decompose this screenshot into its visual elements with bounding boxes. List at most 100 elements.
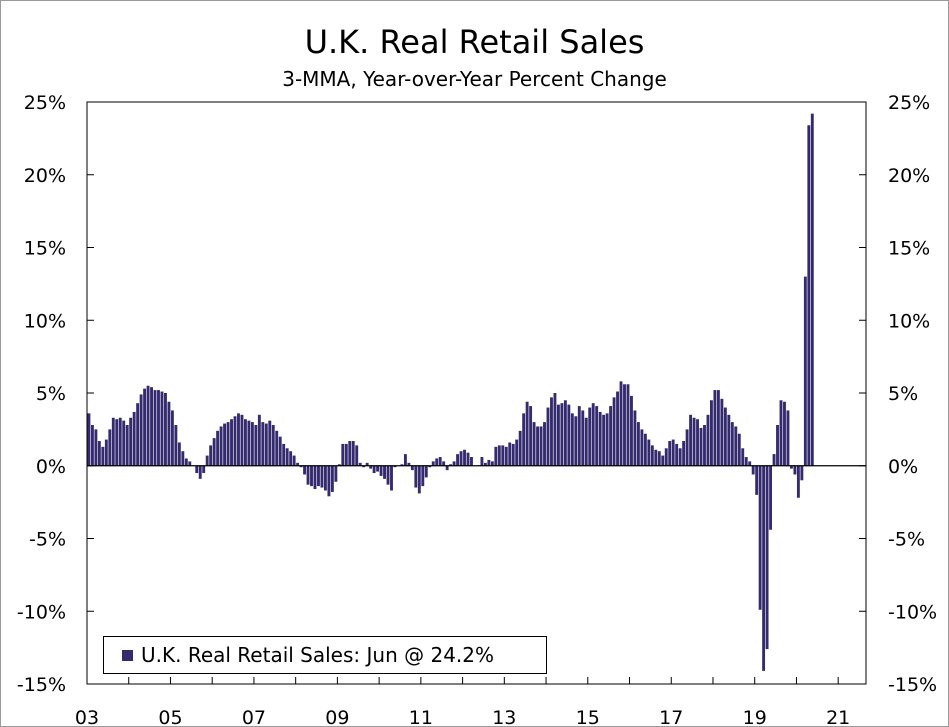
bar xyxy=(612,397,616,466)
bar xyxy=(449,464,453,466)
bar xyxy=(567,404,571,466)
bar xyxy=(758,465,762,610)
bar xyxy=(744,457,748,466)
bar xyxy=(616,391,619,466)
bar xyxy=(487,459,491,466)
bar xyxy=(685,429,689,466)
y-tick-label-right: 25% xyxy=(888,92,930,114)
bar xyxy=(108,429,112,466)
bar xyxy=(706,414,710,466)
bar xyxy=(650,445,654,466)
bar xyxy=(306,465,310,485)
bar xyxy=(383,465,386,479)
bar xyxy=(783,401,786,466)
bar xyxy=(459,451,463,466)
bar xyxy=(421,465,425,487)
bar xyxy=(247,420,251,466)
bar xyxy=(796,465,800,498)
bar xyxy=(184,458,188,466)
bar xyxy=(223,423,227,466)
bar xyxy=(170,410,174,466)
bar xyxy=(355,445,359,466)
bar xyxy=(692,417,696,466)
bar xyxy=(779,400,783,466)
bar xyxy=(125,425,129,466)
bar xyxy=(556,404,560,466)
x-tick-label: 17 xyxy=(659,707,683,727)
bar xyxy=(209,445,213,466)
y-tick-label-right: -5% xyxy=(888,529,925,551)
bar xyxy=(393,465,397,468)
bar xyxy=(445,465,449,471)
bar xyxy=(414,465,418,488)
bar xyxy=(626,384,630,466)
bar xyxy=(723,407,727,466)
bar xyxy=(351,441,355,466)
bar xyxy=(278,436,282,466)
bar xyxy=(786,410,790,466)
bar xyxy=(132,411,136,466)
chart-title: U.K. Real Retail Sales xyxy=(304,23,645,61)
bar xyxy=(94,429,98,466)
bar xyxy=(508,442,512,466)
bar xyxy=(640,429,644,466)
bar xyxy=(661,455,665,466)
bar xyxy=(511,443,515,466)
bar xyxy=(504,446,508,466)
y-tick-label-left: -15% xyxy=(17,674,66,696)
bar xyxy=(689,414,693,466)
bar xyxy=(563,400,567,466)
bar xyxy=(337,464,341,466)
bar xyxy=(198,465,202,479)
bar xyxy=(330,465,334,492)
y-tick-label-right: 10% xyxy=(888,310,930,332)
bar xyxy=(216,430,220,466)
bar xyxy=(289,451,293,466)
bar xyxy=(122,420,126,466)
bar xyxy=(376,465,380,472)
bar xyxy=(313,465,317,490)
bar xyxy=(282,443,286,466)
bar xyxy=(104,439,108,466)
bar xyxy=(654,449,658,466)
bar xyxy=(630,395,633,466)
bar xyxy=(285,448,289,466)
bar xyxy=(292,455,296,466)
bar xyxy=(129,417,133,466)
bar xyxy=(803,276,807,466)
bar xyxy=(762,465,766,671)
bar xyxy=(710,400,713,466)
bar xyxy=(522,413,526,466)
y-tick-label-left: -5% xyxy=(29,529,66,551)
y-tick-label-left: -10% xyxy=(17,601,66,623)
bar xyxy=(730,422,734,466)
bar xyxy=(696,419,699,466)
bar xyxy=(682,441,686,466)
bar xyxy=(303,465,306,475)
bar xyxy=(647,439,651,466)
bar xyxy=(237,413,240,466)
x-tick-label: 19 xyxy=(743,707,767,727)
bar xyxy=(546,407,550,466)
bar xyxy=(164,393,167,466)
bar xyxy=(713,390,717,466)
legend-label: U.K. Real Retail Sales: Jun @ 24.2% xyxy=(141,643,494,667)
bar xyxy=(605,413,609,466)
bar xyxy=(254,425,258,466)
bar xyxy=(490,461,494,466)
y-tick-label-right: 20% xyxy=(888,165,930,187)
bar xyxy=(153,390,157,466)
bar xyxy=(435,458,439,466)
bar xyxy=(438,457,442,466)
bar xyxy=(97,441,101,466)
bar xyxy=(501,445,505,466)
bar xyxy=(609,406,613,466)
bar xyxy=(348,441,352,466)
bar xyxy=(678,448,682,466)
bar xyxy=(219,426,223,466)
bar xyxy=(261,422,265,466)
y-tick-label-right: 15% xyxy=(888,238,930,260)
y-tick-label-left: 25% xyxy=(24,92,66,114)
bar xyxy=(793,465,797,475)
